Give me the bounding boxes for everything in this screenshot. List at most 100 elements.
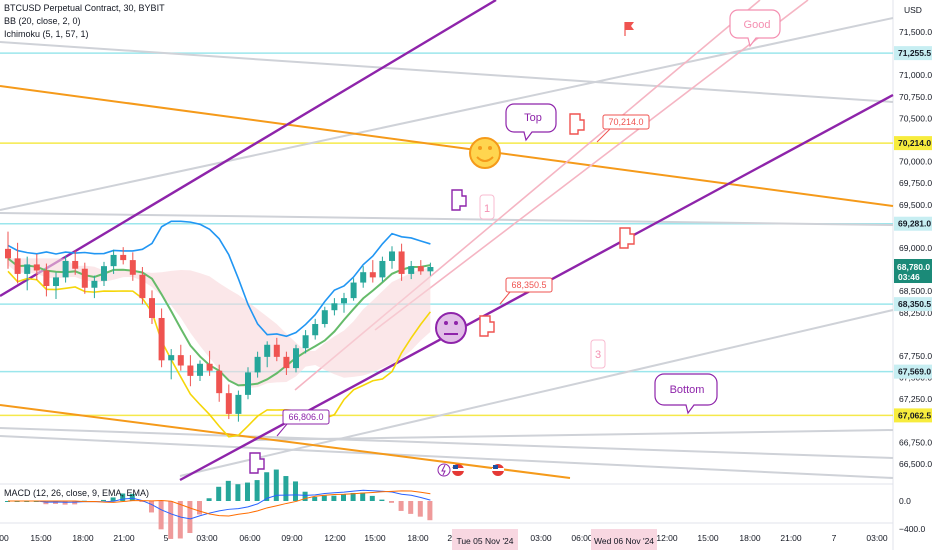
- mark-1: 1: [484, 203, 490, 215]
- grey-trendline[interactable]: [0, 427, 894, 459]
- grey-trendline[interactable]: [0, 41, 894, 103]
- candle[interactable]: [264, 344, 271, 357]
- candle[interactable]: [62, 260, 69, 278]
- candle[interactable]: [293, 348, 299, 369]
- candle[interactable]: [283, 356, 290, 369]
- candle[interactable]: [33, 264, 40, 271]
- candle[interactable]: [341, 298, 347, 304]
- grey-trendline[interactable]: [0, 212, 894, 226]
- pointing-hand-icon[interactable]: [619, 227, 635, 249]
- pointing-hand-icon[interactable]: [451, 189, 467, 211]
- pointing-hand-icon[interactable]: [569, 113, 585, 135]
- pointing-hand-icon[interactable]: [479, 315, 495, 337]
- price-label-68350[interactable]: [505, 277, 553, 293]
- candle[interactable]: [14, 258, 21, 274]
- candle[interactable]: [235, 394, 242, 414]
- candle[interactable]: [24, 264, 31, 274]
- neutral-face-icon[interactable]: [435, 312, 467, 344]
- pointing-hand-icon[interactable]: [249, 452, 265, 474]
- candle[interactable]: [101, 266, 107, 281]
- grey-trendline[interactable]: [179, 309, 894, 477]
- candle[interactable]: [225, 393, 232, 414]
- time-axis[interactable]: 00 15:00 18:00 21:00 5 03:00 06:00 09:00 12:00 15…: [0, 529, 888, 550]
- us-flag-event-icon[interactable]: [492, 464, 504, 476]
- candle[interactable]: [273, 344, 280, 357]
- horizontal-levels[interactable]: [0, 52, 893, 417]
- price-tag[interactable]: [894, 297, 932, 312]
- candle[interactable]: [43, 270, 50, 287]
- candle[interactable]: [53, 277, 59, 287]
- candle[interactable]: [254, 356, 261, 373]
- candle[interactable]: [120, 254, 127, 261]
- candle[interactable]: [81, 268, 88, 288]
- candle[interactable]: [216, 370, 223, 394]
- us-flag-event-icon[interactable]: [452, 464, 464, 476]
- candle[interactable]: [177, 355, 184, 366]
- candle[interactable]: [149, 298, 155, 318]
- candle[interactable]: [360, 272, 367, 283]
- time-highlight: [452, 529, 518, 550]
- candle[interactable]: [72, 260, 79, 269]
- macd-histogram-bar: [168, 501, 174, 539]
- smiley-icon[interactable]: [469, 137, 501, 169]
- chart-legend[interactable]: BTCUSD Perpetual Contract, 30, BYBIT BB …: [4, 3, 165, 498]
- candlestick-series[interactable]: [5, 231, 434, 422]
- macd-pane[interactable]: [5, 469, 433, 539]
- candle[interactable]: [91, 280, 98, 288]
- callout-top[interactable]: [505, 103, 557, 142]
- lightning-event-icon[interactable]: [437, 463, 451, 477]
- candle[interactable]: [417, 266, 424, 272]
- grey-trendline[interactable]: [0, 435, 894, 479]
- candle[interactable]: [245, 372, 251, 395]
- grey-trendline[interactable]: [254, 429, 894, 441]
- candle[interactable]: [398, 251, 405, 274]
- candle[interactable]: [168, 355, 175, 361]
- candle[interactable]: [129, 260, 136, 275]
- purple-channel-upper[interactable]: [0, 0, 497, 298]
- macd-histogram-bar: [312, 496, 318, 501]
- price-tag[interactable]: [894, 364, 932, 379]
- candle[interactable]: [158, 317, 165, 361]
- callout-bottom[interactable]: [654, 373, 718, 415]
- candle[interactable]: [369, 272, 376, 278]
- candle[interactable]: [110, 254, 117, 267]
- candle[interactable]: [408, 266, 415, 274]
- price-tags[interactable]: 71,255.5 70,214.0 69,281.0 68,350.5 67,569.0…: [894, 46, 932, 423]
- price-tag[interactable]: [894, 136, 932, 151]
- grey-trendline[interactable]: [0, 17, 894, 211]
- candle[interactable]: [350, 282, 357, 299]
- candle[interactable]: [187, 365, 194, 376]
- candle[interactable]: [139, 274, 146, 299]
- candle[interactable]: [321, 310, 328, 325]
- price-tag[interactable]: [894, 216, 932, 231]
- time-tick-label: 5: [164, 533, 169, 543]
- time-tick-label: 06:00: [239, 533, 261, 543]
- orange-trendline[interactable]: [0, 85, 894, 207]
- candle[interactable]: [331, 303, 338, 311]
- candle[interactable]: [379, 260, 386, 278]
- candle[interactable]: [312, 324, 319, 336]
- price-label-70214[interactable]: [602, 114, 650, 130]
- orange-trendline[interactable]: [0, 404, 571, 479]
- time-tick-label: 21:00: [113, 533, 135, 543]
- candle[interactable]: [427, 267, 434, 272]
- price-tag[interactable]: [894, 408, 932, 423]
- callout-good[interactable]: [729, 9, 781, 48]
- candle[interactable]: [5, 248, 11, 259]
- callout-bottom-text: Bottom: [670, 384, 705, 396]
- macd-histogram-bar: [225, 480, 231, 501]
- candle[interactable]: [197, 363, 203, 376]
- pink-trendline[interactable]: [374, 0, 809, 331]
- price-label-66806[interactable]: [282, 409, 330, 425]
- currency-label: USD: [904, 5, 922, 15]
- price-tick-label: 68,500.0: [899, 286, 932, 296]
- candle[interactable]: [302, 335, 309, 349]
- current-price-tag[interactable]: [894, 259, 932, 284]
- ichimoku-kumo: [8, 258, 431, 389]
- annotations[interactable]: Top Bottom Good 1 3 70,214.0 68,350.5 66…: [249, 9, 781, 477]
- candle[interactable]: [206, 363, 213, 371]
- candle[interactable]: [389, 251, 395, 261]
- price-tag[interactable]: [894, 46, 932, 61]
- flag-icon[interactable]: [624, 22, 634, 36]
